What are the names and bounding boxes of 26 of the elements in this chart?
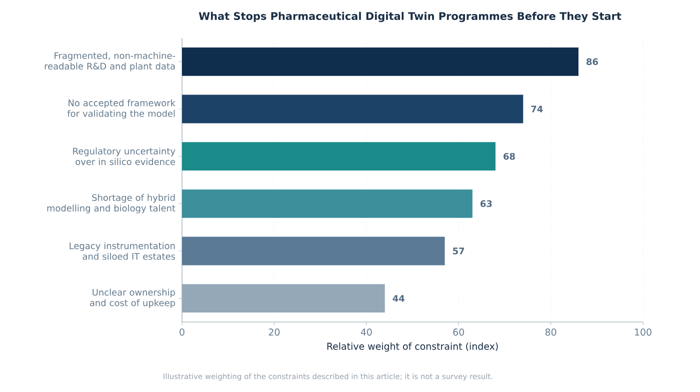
bar	[182, 94, 524, 124]
y-tick-label: No accepted framework for validating the model	[67, 99, 176, 119]
y-tick-label: Regulatory uncertainty over in silico evidence	[73, 148, 176, 166]
x-tick-label: 40	[360, 328, 372, 336]
y-tick-label: Fragmented, non-machine-readable R&D and plant data	[44, 52, 176, 72]
chart-title: What Stops Pharmaceutical Digital Twin Programmes Before They Start	[198, 12, 622, 22]
y-tick-label: Shortage of hybrid modelling and biology talent	[47, 194, 176, 214]
x-tick-label: 0	[180, 328, 184, 336]
bar	[182, 47, 578, 76]
bar	[182, 236, 445, 266]
data-label: 57	[452, 248, 464, 254]
x-tick-label: 100	[635, 328, 652, 336]
x-tick-label: 60	[453, 328, 464, 336]
data-label: 74	[531, 106, 543, 112]
data-label: 86	[586, 58, 598, 66]
bar	[182, 189, 472, 218]
bar	[182, 142, 496, 171]
y-tick-label: Legacy instrumentation and siloed IT estates	[70, 242, 176, 260]
data-label: 68	[504, 152, 515, 160]
x-axis-title: Relative weight of constraint (index)	[327, 342, 498, 352]
x-tick-label: 80	[545, 328, 556, 336]
y-tick-label: Unclear ownership and cost of upkeep	[90, 288, 176, 308]
data-label: 63	[480, 200, 492, 208]
bar	[182, 284, 385, 313]
data-label: 44	[392, 295, 404, 302]
x-tick-label: 20	[268, 328, 280, 336]
